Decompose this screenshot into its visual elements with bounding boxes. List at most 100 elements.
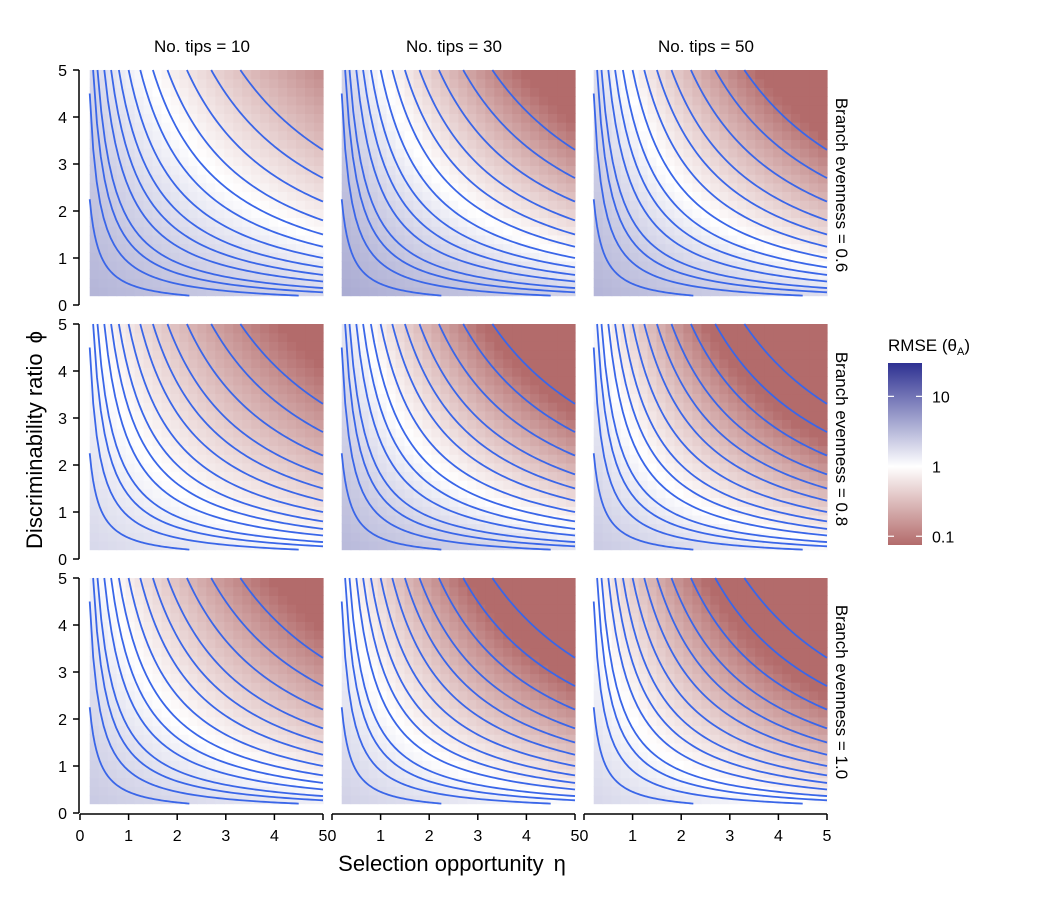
heat-cell (197, 445, 207, 455)
heat-cell (179, 200, 190, 210)
heat-cell (125, 656, 136, 666)
heat-cell (557, 113, 567, 123)
heat-cell (620, 471, 631, 481)
heat-cell (656, 234, 667, 245)
heat-cell (197, 139, 207, 149)
heat-cell (449, 488, 459, 499)
heat-cell (260, 208, 270, 219)
contour-line-1.8 (96, 577, 324, 797)
heat-cell (746, 122, 756, 132)
contour-line-0.9 (340, 347, 551, 551)
heat-cell (512, 130, 522, 141)
heat-cell (620, 148, 631, 158)
heat-cell (233, 742, 243, 753)
heat-cell (242, 384, 252, 395)
heat-cell (674, 243, 685, 253)
heat-cell (359, 506, 370, 516)
heat-cell (458, 78, 468, 88)
heat-cell (278, 742, 288, 753)
heat-cell (521, 506, 531, 516)
heat-cell (701, 488, 711, 499)
heat-cell (368, 462, 379, 473)
heat-cell (368, 113, 379, 123)
heat-cell (377, 621, 388, 631)
heat-cell (764, 156, 774, 167)
heat-cell (152, 578, 163, 588)
heat-cell (98, 332, 109, 342)
heat-cell (143, 208, 154, 219)
heat-cell (206, 578, 216, 588)
heat-cell (116, 621, 127, 631)
heat-cell (476, 367, 486, 377)
heat-cell (170, 742, 181, 753)
heat-cell (224, 454, 234, 464)
heat-cell (791, 226, 801, 236)
heat-cell (629, 358, 640, 368)
heat-cell (107, 497, 118, 507)
heat-cell (107, 156, 118, 167)
heat-cell (710, 350, 720, 360)
heat-cell (476, 96, 486, 106)
heat-cell (224, 358, 234, 368)
heat-cell (242, 514, 252, 525)
heat-cell (764, 122, 774, 132)
heat-cell (368, 760, 379, 770)
heat-cell (710, 367, 720, 377)
heat-cell (611, 278, 622, 288)
heat-cell (620, 324, 631, 334)
heat-cell (152, 234, 163, 245)
heat-cell (116, 506, 127, 516)
heat-cell (269, 638, 279, 649)
heat-cell (305, 462, 315, 473)
heat-cell (719, 367, 729, 377)
heat-cell (800, 532, 810, 542)
heat-cell (368, 445, 379, 455)
heat-cell (557, 506, 567, 516)
heat-cell (98, 217, 109, 227)
heat-cell (350, 182, 361, 193)
heat-cell (359, 96, 370, 106)
heat-cell (107, 621, 118, 631)
heat-cell (638, 419, 649, 429)
heat-cell (152, 445, 163, 455)
heat-cell (107, 716, 118, 727)
heat-cell (278, 376, 288, 386)
contour-line-16.5 (239, 69, 324, 151)
heat-cell (350, 742, 361, 753)
heat-cell (224, 751, 234, 761)
contour-line-13.5 (210, 577, 324, 687)
heat-cell (728, 436, 738, 447)
heat-cell (215, 286, 225, 297)
heat-cell (242, 656, 252, 666)
heat-cell (197, 708, 207, 718)
heat-cell (710, 428, 720, 438)
heat-cell (737, 419, 747, 429)
heat-cell (359, 673, 370, 683)
heat-cell (278, 200, 288, 210)
heat-cell (215, 70, 225, 80)
heat-cell (350, 393, 361, 403)
heat-cell (170, 621, 181, 631)
heat-cell (548, 471, 558, 481)
heat-cell (98, 480, 109, 490)
heat-cell (701, 70, 711, 80)
heat-cell (134, 87, 145, 97)
heat-cell (458, 278, 468, 288)
heat-cell (521, 139, 531, 149)
heat-cell (548, 367, 558, 377)
heat-cell (467, 87, 477, 97)
heat-cell (431, 139, 442, 149)
heat-cell (179, 156, 190, 167)
heat-cell (818, 428, 828, 438)
heat-cell (233, 523, 243, 533)
heat-cell (143, 768, 154, 779)
heat-cell (260, 751, 270, 761)
heat-cell (674, 350, 685, 360)
heat-cell (647, 341, 658, 351)
heat-cell (665, 480, 676, 490)
heat-cell (206, 664, 216, 675)
heat-cell (89, 506, 100, 516)
heat-cell (125, 794, 136, 805)
heat-cell (818, 156, 828, 167)
heat-cell (728, 350, 738, 360)
